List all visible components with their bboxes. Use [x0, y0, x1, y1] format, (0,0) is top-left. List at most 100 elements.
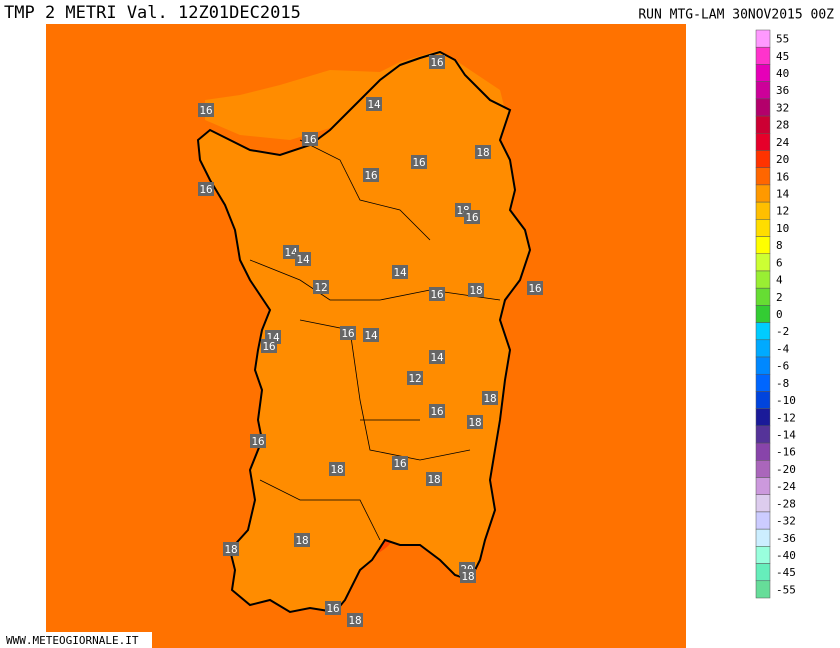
legend-label: 10: [776, 222, 789, 235]
map-label: 16: [262, 340, 275, 353]
map-label: 14: [430, 351, 444, 364]
legend-swatch: [755, 494, 771, 513]
map-label: 16: [465, 211, 478, 224]
legend-label: 36: [776, 84, 789, 97]
legend-swatch: [755, 477, 771, 495]
legend-label: 55: [776, 33, 789, 46]
map-label: 14: [296, 253, 310, 266]
map-label-box: [426, 472, 442, 486]
map-label-box: [429, 55, 445, 69]
map-label: 16: [326, 602, 339, 615]
map-label: 16: [528, 282, 541, 295]
legend-label: 8: [776, 239, 783, 252]
legend-label: 40: [776, 67, 789, 80]
legend-swatch: [755, 270, 771, 289]
legend-label: 20: [776, 153, 789, 166]
map-label-box: [250, 434, 266, 448]
legend-swatch: [755, 253, 771, 272]
map-label-box: [261, 339, 277, 353]
map-label: 18: [427, 473, 440, 486]
map-label-box: [329, 462, 345, 476]
map-label-box: [475, 145, 491, 159]
map-label: 16: [199, 183, 212, 196]
legend-swatch: [755, 322, 771, 341]
map-label: 18: [483, 392, 496, 405]
legend-label: -16: [776, 446, 796, 459]
legend-label: -24: [776, 480, 796, 493]
map-label: 14: [367, 98, 381, 111]
map-label: 18: [461, 570, 474, 583]
legend-swatch: [755, 511, 771, 530]
map-label-box: [429, 350, 445, 364]
legend-label: 24: [776, 136, 790, 149]
legend-label: 28: [776, 119, 789, 132]
map-label-box: [392, 265, 408, 279]
map-label: 16: [364, 169, 377, 182]
map-label-box: [429, 287, 445, 301]
map-label-box: [411, 155, 427, 169]
legend-swatch: [755, 408, 771, 427]
legend-label: -4: [776, 342, 790, 355]
legend-label: 6: [776, 256, 783, 269]
legend-label: 0: [776, 308, 783, 321]
legend-swatch: [755, 528, 771, 547]
map-label-box: [363, 328, 379, 342]
legend-label: -14: [776, 428, 796, 441]
legend-label: 2: [776, 291, 783, 304]
map-label: 18: [348, 614, 361, 627]
legend-swatch: [755, 442, 771, 461]
map-label: 18: [224, 543, 237, 556]
legend-label: 14: [776, 188, 790, 201]
map-label-box: [294, 533, 310, 547]
legend-label: -55: [776, 583, 796, 596]
legend-label: -10: [776, 394, 796, 407]
legend-swatch: [755, 580, 771, 599]
legend-label: 4: [776, 274, 783, 287]
map-label: 16: [412, 156, 425, 169]
borders: [249, 139, 501, 541]
legend-label: -28: [776, 497, 796, 510]
map-label: 16: [303, 133, 316, 146]
map-label: 18: [476, 146, 489, 159]
map-label: 16: [430, 288, 443, 301]
legend-swatch: [755, 460, 771, 478]
map-label: 18: [295, 534, 308, 547]
title: TMP 2 METRI Val. 12Z01DEC2015: [4, 3, 301, 23]
map-label-box: [467, 415, 483, 429]
map-label-box: [464, 210, 480, 224]
map-label-box: [302, 132, 318, 146]
legend-swatch: [755, 81, 771, 100]
legend: 55454036322824201614121086420-2-4-6-8-10…: [755, 29, 796, 599]
legend-swatch: [755, 219, 771, 237]
map-label: 16: [199, 104, 212, 117]
map-label: 16: [430, 56, 443, 69]
legend-label: 45: [776, 50, 789, 63]
map-label: 14: [284, 246, 298, 259]
map-label-box: [429, 404, 445, 418]
legend-swatch: [755, 98, 771, 117]
legend-label: -36: [776, 532, 796, 545]
map-label-box: [363, 168, 379, 182]
map-label-box: [468, 283, 484, 297]
map-label: 14: [364, 329, 378, 342]
map-label-box: [527, 281, 543, 295]
footer: WWW.METEOGIORNALE.IT: [6, 634, 139, 647]
footer-box: [0, 632, 152, 648]
legend-swatch: [755, 236, 771, 255]
legend-label: -12: [776, 411, 796, 424]
map-label-box: [392, 456, 408, 470]
map-label: 18: [469, 284, 482, 297]
legend-swatch: [755, 184, 771, 203]
legend-label: 32: [776, 101, 789, 114]
legend-swatch: [755, 546, 771, 564]
map-label-box: [340, 326, 356, 340]
legend-label: -20: [776, 463, 796, 476]
map-label: 16: [251, 435, 264, 448]
legend-swatch: [755, 425, 771, 444]
legend-swatch: [755, 133, 771, 151]
map-label: 16: [393, 457, 406, 470]
legend-swatch: [755, 339, 771, 358]
legend-label: -8: [776, 377, 789, 390]
